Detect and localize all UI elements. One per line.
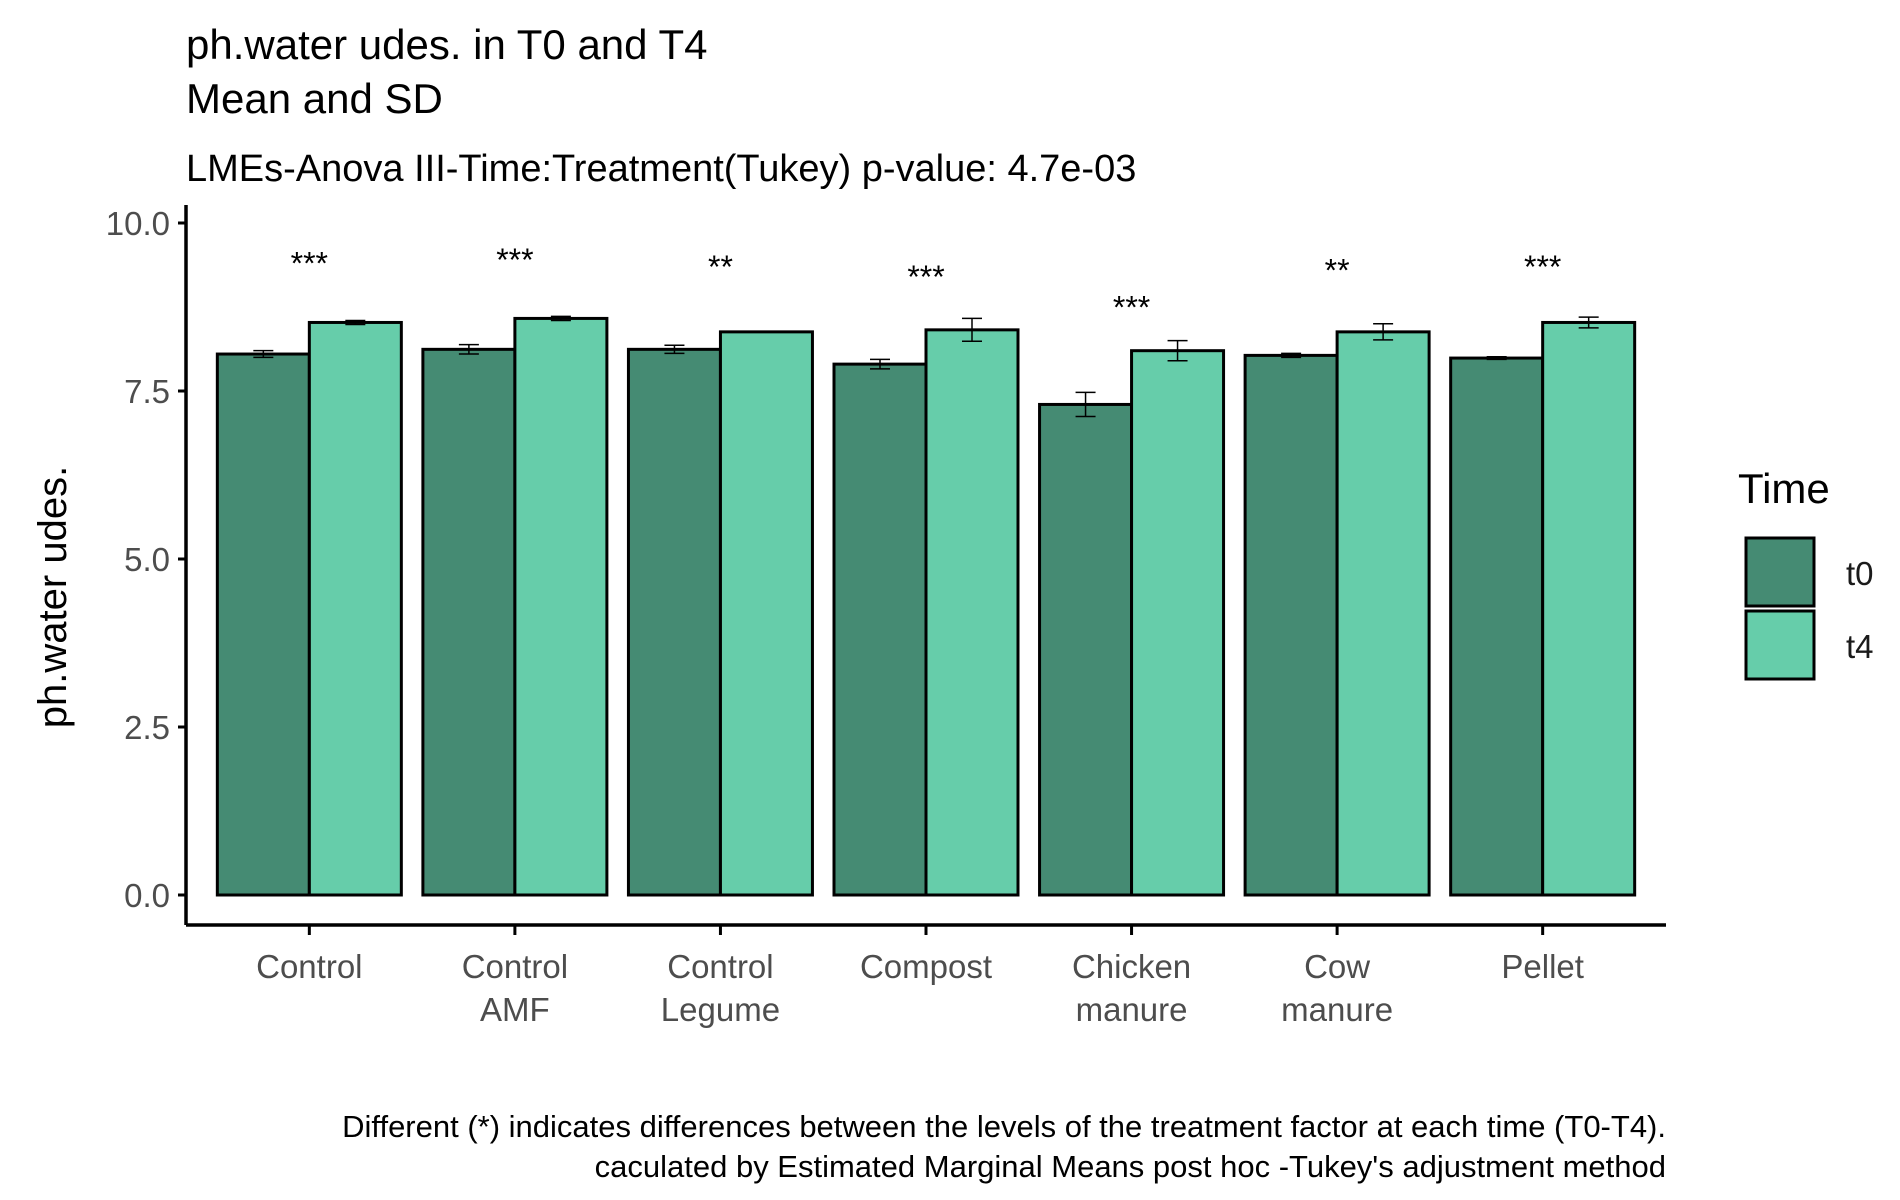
bar-t0 [421,347,517,897]
y-tick-label: 0.0 [124,877,170,914]
x-tick-label: Control AMF [462,948,568,1028]
error-bar-t4 [345,319,366,326]
error-bar-t4 [962,317,982,343]
error-bar-t0 [870,358,890,370]
error-bars [253,315,1599,418]
x-tick-label: Control [256,948,362,985]
bar-t4 [513,316,609,897]
bar-t4 [1541,320,1637,897]
bars [215,316,1637,897]
error-bar-t4 [550,315,571,322]
legend: Time t0 t4 [1738,465,1874,681]
significance-label: *** [1524,249,1561,285]
significance-label: *** [907,259,944,295]
bar-t0 [1449,356,1545,897]
y-axis: 0.0 2.5 5.0 7.5 10.0 [106,205,188,925]
x-tick-label: Compost [860,948,992,985]
significance-label: *** [1113,289,1150,325]
caption-line-2: caculated by Estimated Marginal Means po… [595,1149,1666,1184]
bar-t4 [924,328,1020,897]
caption: Different (*) indicates differences betw… [342,1109,1666,1184]
bar-t0 [1243,353,1339,897]
chart-subtitle: LMEs-Anova III-Time:Treatment(Tukey) p-v… [186,148,1136,190]
bar-t4 [307,320,403,897]
bar-t0 [1038,402,1134,897]
x-tick-label: Cow manure [1281,948,1393,1028]
error-bar-t0 [1075,391,1096,418]
y-tick-label: 2.5 [124,709,170,746]
x-tick-label: Chicken manure [1072,948,1191,1028]
chart-title-line-1: ph.water udes. in T0 and T4 [186,21,707,68]
bar-t4 [718,330,814,897]
bar-t4 [1130,349,1226,897]
chart-title-line-2: Mean and SD [186,75,443,122]
legend-items: t0 t4 [1744,536,1874,681]
y-tick-label: 7.5 [124,373,170,410]
significance-label: ** [708,249,733,285]
error-bar-t0 [664,344,685,355]
error-bar-t4 [1578,316,1599,329]
bar-t0 [832,362,928,897]
x-tick-label: Control Legume [661,948,780,1028]
bar-t0 [215,352,311,897]
chart-title: ph.water udes. in T0 and T4 Mean and SD [186,21,707,122]
legend-label-t4: t4 [1846,628,1874,665]
error-bar-t0 [458,343,479,355]
significance-label: ** [1325,252,1350,288]
caption-line-1: Different (*) indicates differences betw… [342,1109,1666,1144]
legend-title: Time [1738,465,1830,512]
error-bar-t0 [253,349,274,359]
legend-label-t0: t0 [1846,555,1874,592]
error-bar-t0 [1281,352,1302,359]
bar-t0 [626,347,722,897]
y-axis-title: ph.water udes. [31,466,75,728]
error-bar-t4 [1167,339,1188,362]
x-axis: Control Control AMF Control Legume Compost Chi… [186,923,1666,1028]
x-tick-label: Pellet [1501,948,1584,985]
significance-label: *** [496,242,533,278]
legend-key-t4 [1744,609,1816,681]
significance-label: *** [291,246,328,282]
y-tick-label: 5.0 [124,541,170,578]
legend-key-t0 [1744,536,1816,608]
error-bar-t0 [1486,355,1507,361]
significance-labels: *** *** ** ******** *** [291,242,1562,325]
error-bar-t4 [1373,323,1394,341]
bar-t4 [1335,330,1431,897]
y-tick-label: 10.0 [106,205,170,242]
